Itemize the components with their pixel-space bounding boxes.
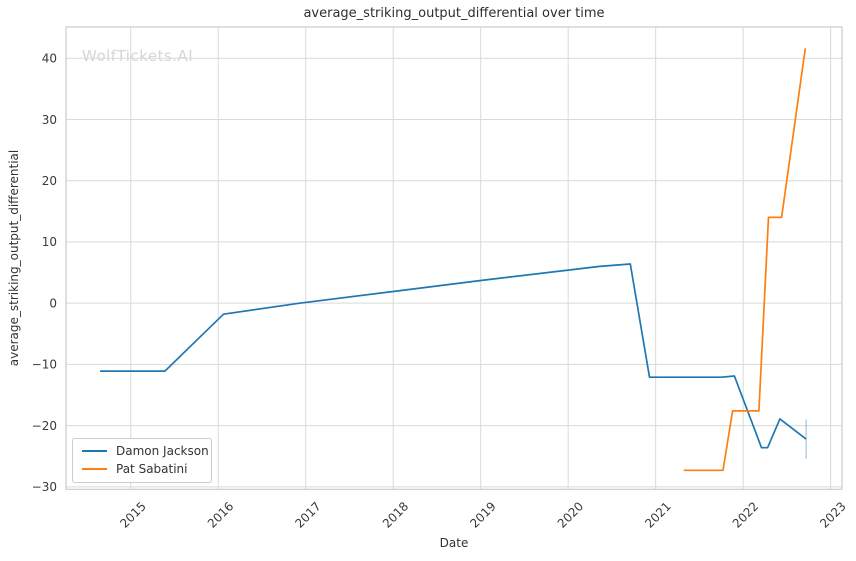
- legend-item: Damon Jackson: [82, 444, 209, 458]
- y-tick-label: −20: [32, 419, 57, 433]
- plot-border: [65, 26, 843, 490]
- y-tick-label: −10: [32, 358, 57, 372]
- legend-item: Pat Sabatini: [82, 462, 202, 476]
- legend-label: Damon Jackson: [116, 444, 209, 458]
- legend: Damon Jackson Pat Sabatini: [72, 438, 212, 483]
- y-tick-label: 30: [42, 113, 57, 127]
- legend-line-swatch-damon-jackson: [82, 450, 107, 452]
- y-tick-label: 0: [49, 296, 57, 310]
- x-tick-label: 2020: [555, 499, 586, 530]
- x-tick-label: 2019: [467, 499, 498, 530]
- chart-title: average_striking_output_differential ove…: [303, 6, 605, 21]
- legend-label: Pat Sabatini: [116, 462, 188, 476]
- y-tick-label: −30: [32, 480, 57, 494]
- y-tick-label: 10: [42, 235, 57, 249]
- y-axis-label: average_striking_output_differential: [7, 149, 21, 367]
- x-tick-label: 2018: [380, 499, 411, 530]
- x-tick-label: 2015: [117, 499, 148, 530]
- y-tick-label: 20: [42, 174, 57, 188]
- x-tick-label: 2022: [730, 499, 761, 530]
- watermark: WolfTickets.AI: [82, 47, 194, 65]
- series-line-damon-jackson: [100, 263, 807, 449]
- x-tick-label: 2021: [642, 499, 673, 530]
- x-tick-label: 2017: [292, 499, 323, 530]
- series-line-pat-sabatini: [683, 48, 807, 472]
- x-tick-label: 2023: [817, 499, 848, 530]
- x-axis-label: Date: [439, 536, 469, 550]
- legend-line-swatch-pat-sabatini: [82, 468, 107, 470]
- x-tick-label: 2016: [205, 499, 236, 530]
- y-tick-label: 40: [42, 52, 57, 66]
